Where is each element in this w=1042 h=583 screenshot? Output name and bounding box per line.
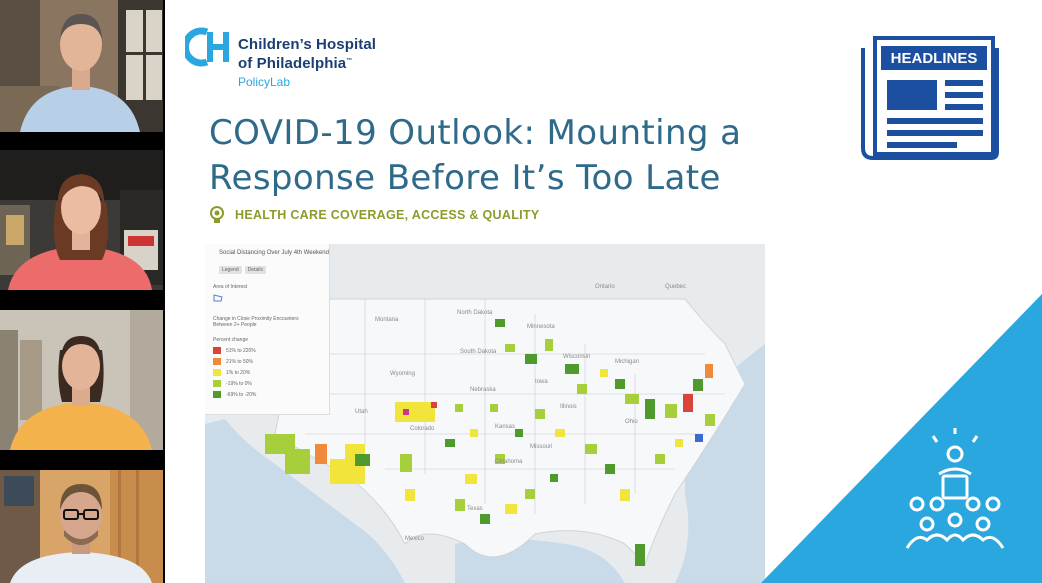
place-label: Utah (355, 409, 368, 415)
participant-strip (0, 0, 165, 583)
map-panel-tabs: Legend Details (219, 266, 266, 274)
tab-legend[interactable]: Legend (219, 266, 242, 274)
place-label: Mexico (405, 536, 425, 542)
topic-tag: HEALTH CARE COVERAGE, ACCESS & QUALITY (209, 206, 539, 224)
participant-4-image (0, 470, 163, 583)
trademark: ™ (346, 58, 353, 64)
legend-label: -19% to 0% (226, 380, 252, 387)
area-of-interest-label: Area of Interest (213, 284, 248, 290)
place-label: North Dakota (457, 310, 493, 316)
participant-2-image (0, 150, 163, 290)
legend-item: -19% to 0% (213, 378, 256, 389)
map-legend: 51% to 220% 21% to 50% 1% to 20% -19% to… (213, 345, 256, 400)
presentation-slide: Children’s Hospital of Philadelphia™ Pol… (165, 0, 1042, 583)
place-label: Wisconsin (563, 354, 591, 360)
place-label: Quebec (665, 284, 687, 290)
participant-video-4[interactable] (0, 470, 163, 583)
tab-details[interactable]: Details (244, 266, 266, 274)
place-label: Kansas (495, 424, 516, 430)
legend-item: 51% to 220% (213, 345, 256, 356)
percent-label: Percent change (213, 337, 249, 343)
place-label: Illinois (560, 404, 577, 410)
area-shape-icon (213, 294, 223, 302)
lightbulb-icon (210, 206, 224, 223)
legend-item: 1% to 20% (213, 367, 256, 378)
place-label: Texas (467, 506, 483, 512)
newspaper-icon: HEADLINES (861, 36, 999, 160)
place-label: Colorado (410, 426, 435, 432)
place-label: Iowa (535, 379, 548, 385)
place-label: Oklahoma (495, 459, 523, 465)
topic-tag-label: HEALTH CARE COVERAGE, ACCESS & QUALITY (235, 208, 540, 222)
participant-3-image (0, 310, 163, 450)
participant-video-2[interactable] (0, 150, 163, 290)
legend-label: 51% to 220% (226, 347, 256, 354)
change-label: Change in Close Proximity Encounters Bet… (213, 316, 299, 328)
map-panel-title: Social Distancing Over July 4th Weekend (219, 250, 329, 256)
legend-item: -69% to -20% (213, 389, 256, 400)
headlines-label: HEADLINES (891, 50, 978, 67)
legend-swatch (213, 369, 221, 376)
legend-swatch (213, 391, 221, 398)
place-label: South Dakota (460, 349, 497, 355)
participant-1-image (0, 0, 163, 132)
logo-line-2: of Philadelphia™ (238, 53, 376, 72)
participant-video-1[interactable] (0, 0, 163, 132)
legend-swatch (213, 380, 221, 387)
place-label: Missouri (530, 444, 553, 450)
chop-logo-icon (185, 27, 229, 67)
place-label: Wyoming (390, 371, 415, 377)
covid-map[interactable]: Montana North Dakota South Dakota Wyomin… (205, 244, 765, 583)
place-label: Nebraska (470, 387, 496, 393)
legend-swatch (213, 347, 221, 354)
legend-item: 21% to 50% (213, 356, 256, 367)
logo-subtitle: PolicyLab (238, 75, 291, 89)
legend-label: -69% to -20% (226, 391, 257, 398)
slide-title: COVID-19 Outlook: Mounting a Response Be… (209, 111, 769, 201)
place-label: Ontario (595, 284, 615, 290)
place-label: Montana (375, 317, 399, 323)
chop-logo-text: Children’s Hospital of Philadelphia™ Pol… (238, 36, 376, 89)
place-label: Michigan (615, 359, 640, 365)
logo-line-1: Children’s Hospital (238, 36, 377, 53)
legend-swatch (213, 358, 221, 365)
corner-triangle (761, 294, 1042, 583)
place-label: Ohio (625, 419, 638, 425)
legend-label: 21% to 50% (226, 358, 253, 365)
participant-video-3[interactable] (0, 310, 163, 450)
map-legend-panel: Social Distancing Over July 4th Weekend … (205, 244, 330, 415)
logo-line-2-text: of Philadelphia (238, 55, 347, 72)
legend-label: 1% to 20% (226, 369, 251, 376)
title-line-1: COVID-19 Outlook: Mounting a (209, 113, 742, 153)
title-line-2: Response Before It’s Too Late (209, 158, 721, 198)
place-label: Minnesota (527, 324, 555, 330)
audience-speaker-icon (905, 428, 1005, 549)
